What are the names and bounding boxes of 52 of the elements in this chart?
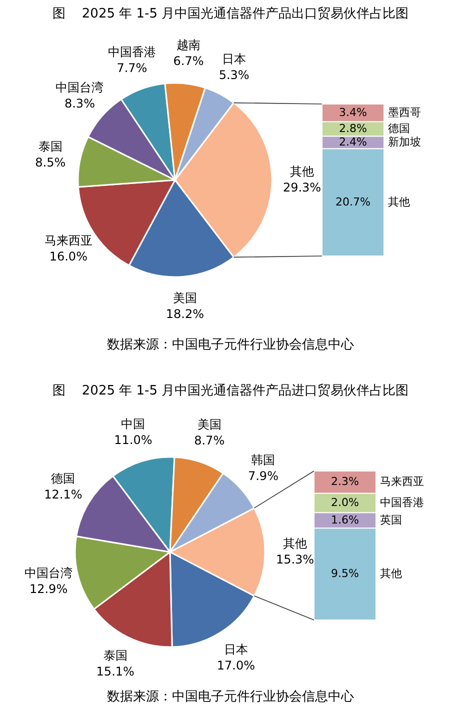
series-label: 英国 [380,513,402,526]
data-label: 12.1% [44,487,82,502]
series-label: 马来西亚 [380,475,424,488]
data-label: 18.2% [166,306,204,321]
slice-label: 日本 [224,642,248,656]
slice-label: 其他 [290,164,314,178]
chart-title: 图 2025 年 1-5 月中国光通信器件产品出口贸易伙伴占比图 [52,6,409,22]
series-label: 墨西哥 [388,106,421,119]
data-label: 1.6% [331,513,359,526]
data-label: 7.7% [116,60,148,75]
data-label: 12.9% [29,582,68,596]
data-label: 8.7% [194,434,225,448]
data-label: 7.9% [248,469,278,484]
series-label: 新加坡 [388,135,421,148]
series-label: 中国香港 [380,496,424,509]
data-label: 2.4% [339,135,367,148]
slice-label: 美国 [197,418,222,432]
data-label: 16.0% [49,249,88,264]
slice-label: 中国香港 [108,44,156,59]
slice-label: 泰国 [38,140,62,154]
slice-label: 其他 [283,536,307,550]
slice-label: 韩国 [251,453,276,468]
series-label: 其他 [388,195,410,208]
data-label: 2.8% [339,122,367,135]
data-label: 8.3% [64,96,95,110]
data-label: 9.5% [331,567,359,580]
data-label: 2.0% [331,496,359,509]
data-label: 15.1% [96,664,134,679]
source-note: 数据来源：中国电子元件行业协会信息中心 [107,688,354,705]
slice-label: 美国 [172,290,197,305]
series-label: 德国 [388,122,410,135]
data-label: 29.3% [282,180,322,194]
data-label: 8.5% [35,156,66,170]
chart-title: 图 2025 年 1-5 月中国光通信器件产品进口贸易伙伴占比图 [52,384,409,399]
slice-label: 德国 [51,471,76,486]
slice-label: 中国台湾 [56,80,104,94]
data-label: 11.0% [114,432,152,447]
slice-label: 马来西亚 [44,233,92,248]
data-label: 3.4% [339,106,367,119]
data-label: 5.3% [218,68,250,82]
slice-label: 中国台湾 [24,566,73,580]
data-label: 15.3% [276,552,314,566]
data-label: 6.7% [173,54,204,68]
data-label: 17.0% [216,658,256,672]
data-label: 2.3% [331,475,359,488]
data-label: 20.7% [336,195,370,208]
slice-label: 越南 [176,38,201,52]
slice-label: 中国 [121,416,146,431]
slice-label: 泰国 [103,648,128,663]
source-note: 数据来源：中国电子元件行业协会信息中心 [107,336,354,353]
series-label: 其他 [380,567,402,580]
slice-label: 日本 [222,52,246,66]
